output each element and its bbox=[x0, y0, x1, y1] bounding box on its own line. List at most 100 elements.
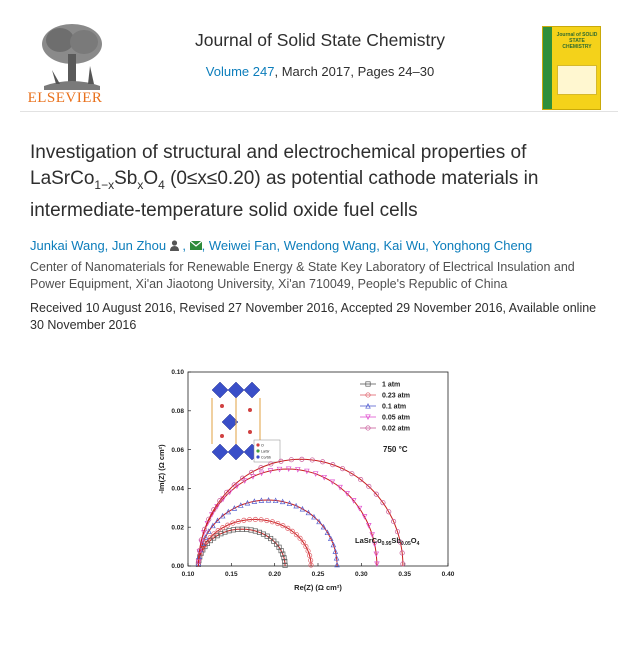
sample-label: LaSrCo0.95Sb0.05O4 bbox=[355, 536, 420, 547]
data-point bbox=[247, 517, 253, 523]
data-point bbox=[214, 517, 221, 524]
inset-legend-label: Co/Sb bbox=[261, 456, 271, 460]
data-point bbox=[309, 457, 315, 463]
data-point bbox=[268, 461, 274, 467]
fit-line bbox=[197, 518, 312, 567]
data-point bbox=[215, 528, 221, 534]
volume-link[interactable]: Volume 247 bbox=[205, 64, 275, 79]
x-axis-label: Re(Z) (Ω cm²) bbox=[294, 583, 342, 592]
elsevier-tree-logo[interactable] bbox=[34, 20, 110, 114]
journal-cover-thumbnail[interactable]: Journal of SOLID STATE CHEMISTRY bbox=[542, 26, 601, 110]
article-history: Received 10 August 2016, Revised 27 Nove… bbox=[30, 301, 597, 332]
legend-marker bbox=[365, 414, 371, 420]
data-point bbox=[300, 539, 306, 545]
data-point bbox=[268, 535, 274, 542]
data-point bbox=[289, 528, 295, 534]
x-tick-label: 0.30 bbox=[355, 571, 368, 578]
inset-legend-label: O bbox=[261, 444, 264, 448]
data-point bbox=[240, 475, 246, 481]
data-point bbox=[271, 538, 277, 544]
data-point bbox=[400, 561, 406, 567]
data-point bbox=[251, 498, 258, 504]
series-group bbox=[195, 456, 406, 567]
data-point bbox=[399, 550, 405, 556]
legend-marker bbox=[365, 425, 371, 431]
data-point bbox=[235, 518, 241, 525]
legend-label: 0.1 atm bbox=[382, 403, 406, 410]
legend-label: 0.02 atm bbox=[382, 425, 410, 432]
fit-line bbox=[197, 468, 378, 567]
journal-title[interactable]: Journal of Solid State Chemistry bbox=[195, 30, 445, 50]
author-link[interactable]: Wendong Wang bbox=[283, 238, 377, 253]
data-point bbox=[308, 562, 314, 568]
y-tick-label: 0.02 bbox=[171, 524, 184, 531]
legend-marker bbox=[365, 392, 371, 398]
data-point bbox=[280, 551, 286, 557]
data-point bbox=[307, 553, 313, 559]
legend-label: 0.23 atm bbox=[382, 392, 410, 399]
data-point bbox=[202, 534, 209, 540]
data-point bbox=[316, 518, 322, 525]
data-point bbox=[286, 500, 293, 506]
data-point bbox=[252, 516, 258, 522]
publisher-name: ELSEVIER bbox=[27, 90, 103, 106]
legend-marker bbox=[365, 403, 371, 409]
data-point bbox=[282, 562, 288, 568]
data-point bbox=[391, 518, 397, 525]
y-axis-label: -Im(Z) (Ω cm²) bbox=[157, 444, 166, 494]
data-point bbox=[244, 499, 251, 506]
inset-legend-label: La/Sr bbox=[261, 450, 270, 454]
fit-line bbox=[197, 499, 338, 567]
person-icon[interactable] bbox=[169, 239, 179, 251]
data-point bbox=[230, 520, 236, 526]
data-point bbox=[219, 512, 226, 519]
data-point bbox=[293, 502, 299, 509]
mail-icon[interactable] bbox=[189, 238, 202, 250]
x-tick-label: 0.25 bbox=[312, 571, 325, 578]
data-point bbox=[281, 555, 287, 561]
data-point bbox=[276, 466, 283, 473]
x-tick-label: 0.40 bbox=[442, 571, 455, 578]
data-point bbox=[293, 532, 299, 538]
data-point bbox=[256, 529, 263, 535]
data-point bbox=[285, 525, 291, 531]
data-point bbox=[238, 502, 244, 508]
article-title: Investigation of structural and electroc… bbox=[30, 142, 539, 221]
data-point bbox=[211, 507, 217, 513]
legend-label: 1 atm bbox=[382, 381, 400, 388]
author-link[interactable]: Junkai Wang bbox=[30, 238, 105, 253]
data-point bbox=[225, 522, 231, 528]
y-tick-label: 0.06 bbox=[171, 447, 184, 454]
data-point bbox=[224, 489, 230, 495]
data-point bbox=[258, 517, 264, 523]
data-point bbox=[210, 522, 216, 529]
data-point bbox=[337, 484, 343, 491]
data-point bbox=[258, 497, 265, 503]
data-point bbox=[264, 517, 270, 524]
data-point bbox=[327, 535, 334, 542]
data-point bbox=[374, 561, 380, 568]
data-point bbox=[202, 526, 208, 532]
data-point bbox=[305, 509, 312, 516]
data-point bbox=[332, 548, 339, 554]
data-point bbox=[361, 514, 368, 520]
author-link[interactable]: Jun Zhou bbox=[111, 238, 167, 253]
author-link[interactable]: Weiwei Fan bbox=[208, 238, 277, 253]
data-point bbox=[275, 520, 281, 527]
graphical-abstract-figure[interactable]: 0.10 0.15 0.20 0.25 0.30 0.35 0.40 0.00 0.02 0.04… bbox=[150, 360, 470, 610]
data-point bbox=[211, 531, 217, 537]
cover-title: Journal of SOLID STATE CHEMISTRY bbox=[556, 32, 598, 50]
author-link[interactable]: Yonghong Cheng bbox=[432, 238, 533, 253]
impedance-chart: 0.10 0.15 0.20 0.25 0.30 0.35 0.40 0.00 0.02 0.04… bbox=[157, 369, 455, 592]
data-point bbox=[330, 462, 336, 468]
data-point bbox=[299, 505, 306, 512]
data-point bbox=[265, 497, 272, 503]
data-point bbox=[350, 498, 357, 504]
issue-details: , March 2017, Pages 24–30 bbox=[274, 64, 435, 79]
author-link[interactable]: Kai Wu bbox=[383, 238, 426, 253]
data-point bbox=[299, 456, 305, 462]
legend-label: 0.05 atm bbox=[382, 414, 410, 421]
data-point bbox=[356, 505, 363, 512]
data-point bbox=[288, 457, 294, 463]
data-point bbox=[218, 531, 224, 537]
